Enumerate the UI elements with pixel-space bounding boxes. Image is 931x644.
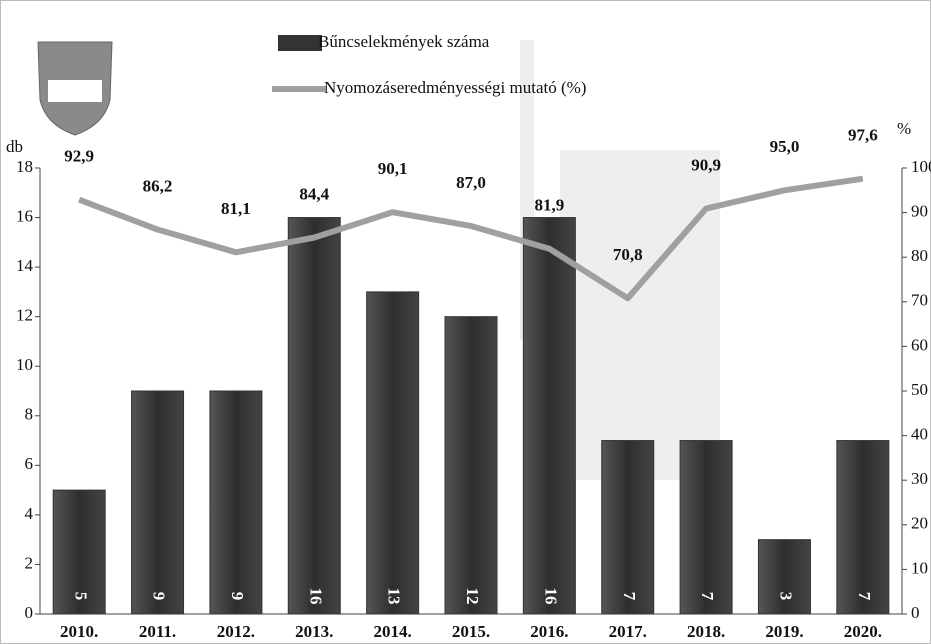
y2-tick-label: 90 [911,202,928,221]
bar [52,489,106,615]
x-tick-label: 2016. [530,622,568,641]
y2-tick-label: 0 [911,603,920,622]
bar-value-label: 7 [855,592,874,601]
y-tick-label: 2 [25,553,34,572]
x-tick-label: 2015. [452,622,490,641]
y-tick-label: 14 [16,256,34,275]
x-tick-label: 2017. [609,622,647,641]
line-value-label: 92,9 [64,147,94,166]
y-tick-label: 10 [16,355,33,374]
bar-value-label: 7 [620,592,639,601]
y2-tick-label: 30 [911,469,928,488]
y-tick-label: 18 [16,157,33,176]
x-tick-label: 2013. [295,622,333,641]
bar-value-label: 12 [463,588,482,605]
y-tick-label: 16 [16,206,33,225]
y2-tick-label: 10 [911,558,928,577]
bar [287,217,341,615]
line-value-label: 90,1 [378,159,408,178]
x-tick-label: 2019. [765,622,803,641]
bar-value-label: 16 [306,588,325,605]
line-value-label: 87,0 [456,173,486,192]
legend-swatch [278,35,322,51]
bar [836,440,890,615]
y-axis-label: db [6,137,23,156]
bar-value-label: 13 [385,588,404,605]
line [78,175,864,302]
legend-label: Nyomozáseredményességi mutató (%) [324,78,586,97]
line-value-label: 90,9 [691,155,721,174]
bar [679,440,733,615]
x-tick-label: 2011. [139,622,176,641]
bar-value-label: 5 [71,592,90,601]
bar-value-label: 3 [777,592,796,601]
y-tick-label: 6 [25,454,34,473]
y2-tick-label: 60 [911,335,928,354]
line-value-label: 97,6 [848,126,878,145]
line-value-label: 70,8 [613,245,643,264]
x-tick-label: 2018. [687,622,725,641]
line-value-label: 81,1 [221,199,251,218]
bar [366,291,420,615]
y2-tick-label: 20 [911,514,928,533]
bar [757,539,811,615]
x-tick-label: 2014. [374,622,412,641]
line-value-label: 81,9 [534,196,564,215]
y-tick-label: 8 [25,405,34,424]
legend-label: Bűncselekmények száma [318,32,490,51]
line-value-label: 84,4 [299,184,329,203]
bar-value-label: 9 [150,592,169,601]
y2-tick-label: 40 [911,425,928,444]
y2-tick-label: 100 [911,157,931,176]
y-tick-label: 0 [25,603,34,622]
y2-tick-label: 50 [911,380,928,399]
line-value-label: 95,0 [770,137,800,156]
y2-tick-label: 70 [911,291,928,310]
bar-value-label: 16 [541,588,560,605]
logo [37,41,113,136]
bar [601,440,655,615]
line-value-label: 86,2 [143,176,173,195]
x-tick-label: 2012. [217,622,255,641]
bar [444,316,498,615]
y2-tick-label: 80 [911,246,928,265]
bar [522,217,576,615]
x-tick-label: 2020. [844,622,882,641]
y-tick-label: 12 [16,306,33,325]
bar [131,390,185,615]
y-tick-label: 4 [25,504,34,523]
bar [209,390,263,615]
bar-value-label: 9 [228,592,247,601]
bar-value-label: 7 [698,592,717,601]
x-tick-label: 2010. [60,622,98,641]
y2-axis-label: % [897,119,911,138]
